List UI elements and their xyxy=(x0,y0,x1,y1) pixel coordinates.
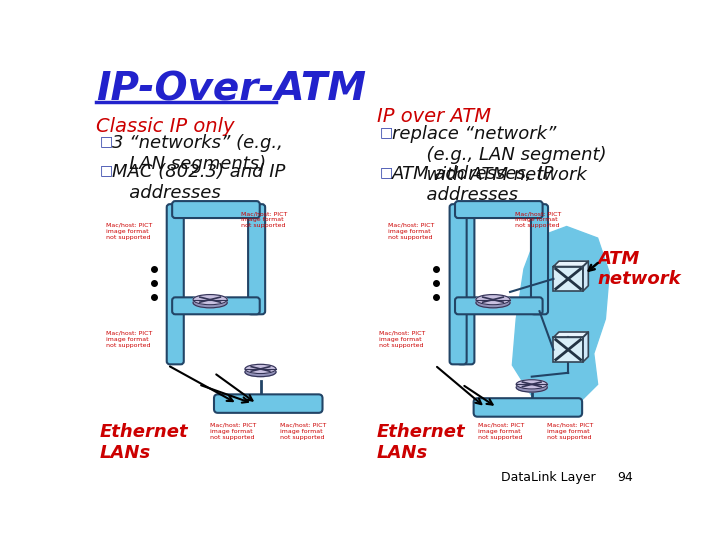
Ellipse shape xyxy=(516,380,547,389)
FancyBboxPatch shape xyxy=(455,298,543,314)
FancyBboxPatch shape xyxy=(167,204,184,364)
Text: Mac/host: PICT
image format
not supported: Mac/host: PICT image format not supporte… xyxy=(477,423,524,440)
Text: □: □ xyxy=(99,164,112,177)
FancyBboxPatch shape xyxy=(474,398,582,417)
Text: Ethernet
LANs: Ethernet LANs xyxy=(377,423,465,462)
FancyBboxPatch shape xyxy=(172,298,260,314)
FancyBboxPatch shape xyxy=(457,204,474,364)
Text: Mac/host: PICT
image format
not supported: Mac/host: PICT image format not supporte… xyxy=(280,423,326,440)
Text: replace “network”
      (e.g., LAN segment)
      with ATM network: replace “network” (e.g., LAN segment) wi… xyxy=(392,125,607,185)
Text: ATM addresses, IP
      addresses: ATM addresses, IP addresses xyxy=(392,165,554,204)
Text: 94: 94 xyxy=(617,471,633,484)
Ellipse shape xyxy=(193,294,228,305)
FancyBboxPatch shape xyxy=(449,204,467,364)
Text: □: □ xyxy=(99,134,112,148)
Text: IP-Over-ATM: IP-Over-ATM xyxy=(96,71,366,109)
Text: Classic IP only: Classic IP only xyxy=(96,117,235,136)
Text: Mac/host: PICT
image format
not supported: Mac/host: PICT image format not supporte… xyxy=(106,330,152,348)
Text: 3 “networks” (e.g.,
   LAN segments): 3 “networks” (e.g., LAN segments) xyxy=(112,134,282,173)
Ellipse shape xyxy=(476,298,510,308)
Polygon shape xyxy=(554,261,588,267)
Text: Mac/host: PICT
image format
not supported: Mac/host: PICT image format not supporte… xyxy=(379,330,426,348)
FancyBboxPatch shape xyxy=(172,201,260,218)
FancyBboxPatch shape xyxy=(554,267,583,291)
Text: Mac/host: PICT
image format
not supported: Mac/host: PICT image format not supporte… xyxy=(106,222,152,240)
Ellipse shape xyxy=(245,367,276,377)
FancyBboxPatch shape xyxy=(554,338,583,362)
Ellipse shape xyxy=(245,364,276,374)
Text: MAC (802.3) and IP
   addresses: MAC (802.3) and IP addresses xyxy=(112,164,285,202)
Text: □: □ xyxy=(380,165,393,179)
Text: Mac/host: PICT
image format
not supported: Mac/host: PICT image format not supporte… xyxy=(388,222,435,240)
Polygon shape xyxy=(583,332,588,362)
FancyBboxPatch shape xyxy=(531,204,548,314)
Text: DataLink Layer: DataLink Layer xyxy=(500,471,595,484)
FancyBboxPatch shape xyxy=(455,201,543,218)
Text: Ethernet
LANs: Ethernet LANs xyxy=(99,423,188,462)
FancyBboxPatch shape xyxy=(248,204,265,314)
FancyBboxPatch shape xyxy=(214,394,323,413)
Text: IP over ATM: IP over ATM xyxy=(377,107,491,126)
Ellipse shape xyxy=(516,383,547,392)
Polygon shape xyxy=(583,261,588,291)
Text: ATM
network: ATM network xyxy=(598,249,681,288)
Ellipse shape xyxy=(476,294,510,305)
Text: Mac/host: PICT
image format
not supported: Mac/host: PICT image format not supporte… xyxy=(547,423,593,440)
Text: □: □ xyxy=(380,125,393,139)
Polygon shape xyxy=(513,226,609,408)
Ellipse shape xyxy=(193,298,228,308)
Text: Mac/host: PICT
image format
not supported: Mac/host: PICT image format not supporte… xyxy=(515,211,561,228)
Text: Mac/host: PICT
image format
not supported: Mac/host: PICT image format not supporte… xyxy=(241,211,287,228)
Polygon shape xyxy=(554,332,588,338)
Text: Mac/host: PICT
image format
not supported: Mac/host: PICT image format not supporte… xyxy=(210,423,256,440)
